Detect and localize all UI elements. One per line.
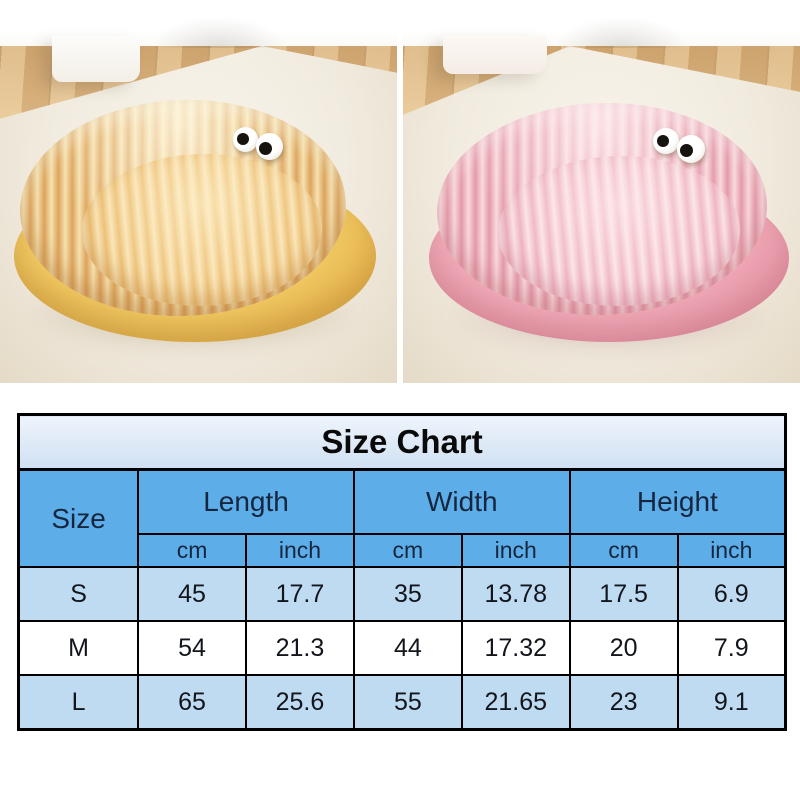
table-row-m: M 54 21.3 44 17.32 20 7.9 <box>17 620 787 676</box>
column-header-length: Length <box>137 468 355 535</box>
product-photos <box>0 0 800 383</box>
size-chart-cell: 17.5 <box>568 566 679 622</box>
eye-pupil <box>680 144 693 157</box>
unit-header: cm <box>137 533 248 568</box>
white-cabinet <box>443 36 547 74</box>
size-chart-cell: 23 <box>568 674 679 731</box>
size-chart-cell: 6.9 <box>676 566 787 622</box>
eye-pupil <box>237 133 249 145</box>
size-chart-cell: 55 <box>352 674 463 731</box>
size-row-label: L <box>17 674 140 731</box>
size-chart-table: Size Chart Size Length Width Height cm i… <box>17 413 787 731</box>
unit-header: inch <box>460 533 571 568</box>
size-chart-cell: 44 <box>352 620 463 676</box>
column-header-height: Height <box>568 468 787 535</box>
eye-pupil <box>657 135 669 147</box>
size-chart-cell: 9.1 <box>676 674 787 731</box>
googly-eye-right <box>256 133 283 160</box>
googly-eye-right <box>677 135 705 163</box>
yellow-pet-bed <box>0 0 397 383</box>
white-wall <box>403 0 800 48</box>
size-chart-cell: 13.78 <box>460 566 571 622</box>
table-row-s: S 45 17.7 35 13.78 17.5 6.9 <box>17 566 787 622</box>
unit-header: cm <box>352 533 463 568</box>
column-header-width: Width <box>352 468 571 535</box>
size-chart-cell: 21.3 <box>245 620 355 676</box>
size-chart-cell: 21.65 <box>460 674 571 731</box>
googly-eye-left <box>233 127 258 152</box>
size-chart-cell: 25.6 <box>245 674 355 731</box>
size-chart: Size Chart Size Length Width Height cm i… <box>17 413 787 731</box>
size-chart-cell: 17.32 <box>460 620 571 676</box>
unit-header: inch <box>676 533 787 568</box>
unit-header: cm <box>568 533 679 568</box>
pink-pet-bed <box>403 0 800 383</box>
yellow-bed-photo <box>0 0 397 383</box>
column-header-size: Size <box>17 468 140 568</box>
size-row-label: M <box>17 620 140 676</box>
size-chart-cell: 35 <box>352 566 463 622</box>
size-chart-cell: 17.7 <box>245 566 355 622</box>
size-chart-cell: 45 <box>137 566 248 622</box>
size-chart-cell: 7.9 <box>676 620 787 676</box>
size-chart-title: Size Chart <box>17 413 787 471</box>
eye-pupil <box>259 142 272 155</box>
size-chart-cell: 54 <box>137 620 248 676</box>
table-row-l: L 65 25.6 55 21.65 23 9.1 <box>17 674 787 731</box>
googly-eye-left <box>653 128 679 154</box>
pink-bed-photo <box>403 0 800 383</box>
size-row-label: S <box>17 566 140 622</box>
size-chart-cell: 20 <box>568 620 679 676</box>
unit-header: inch <box>245 533 355 568</box>
white-cabinet <box>52 36 140 82</box>
size-chart-cell: 65 <box>137 674 248 731</box>
